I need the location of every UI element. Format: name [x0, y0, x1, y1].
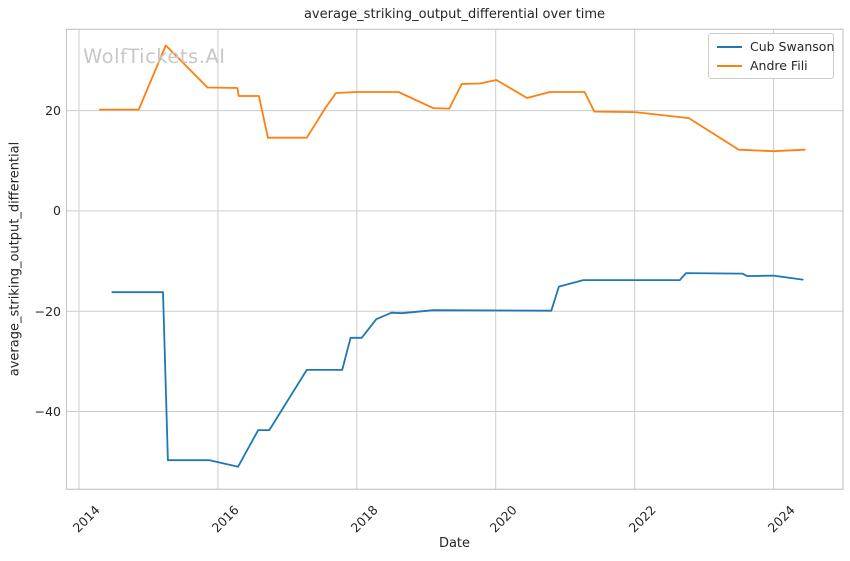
axes-spines [65, 28, 844, 490]
y-tick-label--20: −20 [34, 303, 61, 319]
y-tick-label-0: 0 [53, 203, 61, 219]
y-tick-label-20: 20 [45, 103, 61, 119]
legend-line-swatch-orange [717, 64, 742, 67]
y-tick-label--40: −40 [34, 404, 61, 420]
legend: Cub Swanson Andre Fili [708, 33, 834, 79]
y-axis-label: average_striking_output_differential [7, 141, 23, 377]
legend-label-andre-fili: Andre Fili [750, 58, 808, 73]
x-axis-label: Date [438, 536, 471, 551]
legend-line-swatch-blue [717, 45, 742, 48]
legend-label-cub-swanson: Cub Swanson [750, 39, 835, 54]
watermark: WolfTickets.AI [83, 45, 226, 68]
chart-title: average_striking_output_differential ove… [303, 7, 606, 22]
series-line-andre-fili [98, 44, 806, 153]
series-line-cub-swanson [111, 272, 804, 468]
legend-item-andre-fili: Andre Fili [717, 58, 825, 73]
legend-item-cub-swanson: Cub Swanson [717, 39, 834, 54]
